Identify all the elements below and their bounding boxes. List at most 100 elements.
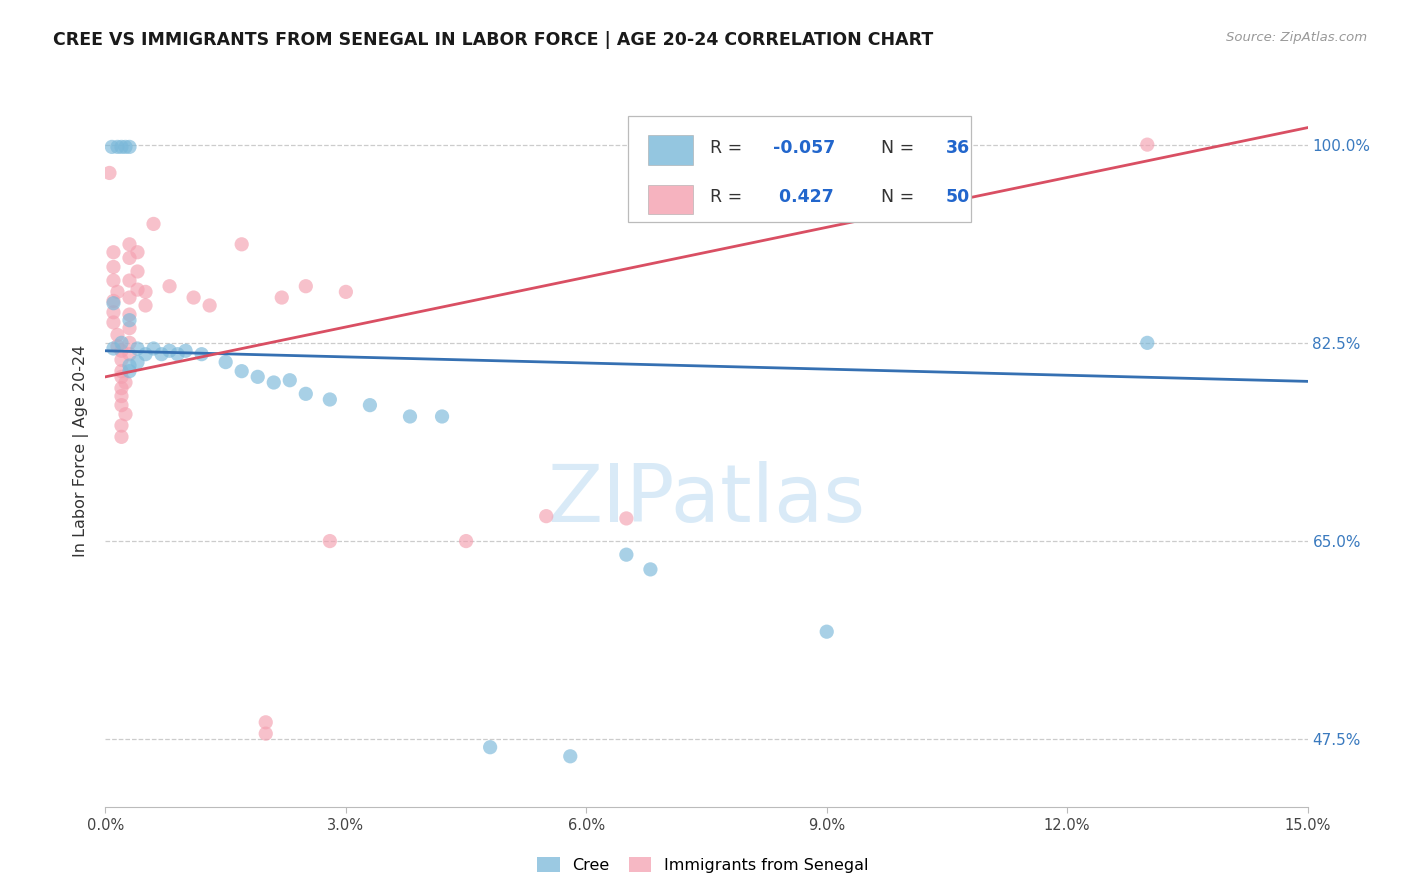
Point [560,749,582,764]
Text: N =: N = [880,188,920,206]
Point [118,308,141,322]
Point [118,321,141,335]
FancyBboxPatch shape [648,185,693,214]
Point [110,430,132,444]
Text: Source: ZipAtlas.com: Source: ZipAtlas.com [1226,31,1367,45]
Point [127,245,149,260]
Point [118,274,141,288]
Point [640,562,662,576]
Point [103,296,125,310]
Point [479,740,502,755]
Point [616,511,638,525]
Point [183,291,205,305]
Point [127,355,149,369]
Point [127,342,149,356]
Y-axis label: In Labor Force | Age 20-24: In Labor Force | Age 20-24 [73,344,90,557]
Point [198,298,221,312]
Point [127,283,149,297]
Point [118,313,141,327]
Point [159,343,181,358]
Point [616,548,638,562]
Point [118,251,141,265]
Text: -0.057: -0.057 [773,139,835,157]
Point [359,398,381,412]
Text: ZIPatlas: ZIPatlas [547,461,866,540]
Text: 0.427: 0.427 [773,188,834,206]
Point [896,161,918,175]
Point [114,140,136,154]
Point [110,398,132,412]
Point [1136,335,1159,350]
Point [118,364,141,378]
Point [295,279,318,293]
Point [295,387,318,401]
Point [110,369,132,384]
FancyBboxPatch shape [628,117,972,222]
Point [319,534,342,549]
Point [110,364,132,378]
Point [214,355,236,369]
Point [118,140,141,154]
Point [135,347,157,361]
Point [103,316,125,330]
Point [174,343,197,358]
Point [118,347,141,361]
Text: R =: R = [710,188,748,206]
Point [142,217,165,231]
Point [114,376,136,390]
Point [110,335,132,350]
Point [142,342,165,356]
Point [135,298,157,312]
Point [103,245,125,260]
Point [101,140,124,154]
Point [335,285,357,299]
Point [107,339,129,353]
Text: 50: 50 [946,188,970,206]
Point [107,327,129,342]
FancyBboxPatch shape [648,135,693,165]
Point [399,409,422,424]
Point [118,335,141,350]
Legend: Cree, Immigrants from Senegal: Cree, Immigrants from Senegal [531,851,875,880]
Point [110,418,132,433]
Point [270,291,292,305]
Point [246,369,269,384]
Point [534,509,557,524]
Point [107,285,129,299]
Point [454,534,477,549]
Point [110,352,132,367]
Point [166,347,188,361]
Point [103,293,125,308]
Text: 36: 36 [946,139,970,157]
Point [254,715,277,730]
Point [110,389,132,403]
Point [110,140,132,154]
Point [114,407,136,421]
Point [107,140,129,154]
Point [159,279,181,293]
Point [278,373,301,387]
Point [98,166,121,180]
Point [150,347,173,361]
Point [110,343,132,358]
Text: CREE VS IMMIGRANTS FROM SENEGAL IN LABOR FORCE | AGE 20-24 CORRELATION CHART: CREE VS IMMIGRANTS FROM SENEGAL IN LABOR… [53,31,934,49]
Point [103,260,125,274]
Point [103,305,125,319]
Point [815,624,838,639]
Text: R =: R = [710,139,748,157]
Point [103,274,125,288]
Point [190,347,212,361]
Point [319,392,342,407]
Point [118,237,141,252]
Point [110,381,132,395]
Text: N =: N = [880,139,920,157]
Point [118,359,141,373]
Point [103,342,125,356]
Point [1136,137,1159,152]
Point [430,409,453,424]
Point [118,291,141,305]
Point [231,237,253,252]
Point [127,264,149,278]
Point [231,364,253,378]
Point [135,285,157,299]
